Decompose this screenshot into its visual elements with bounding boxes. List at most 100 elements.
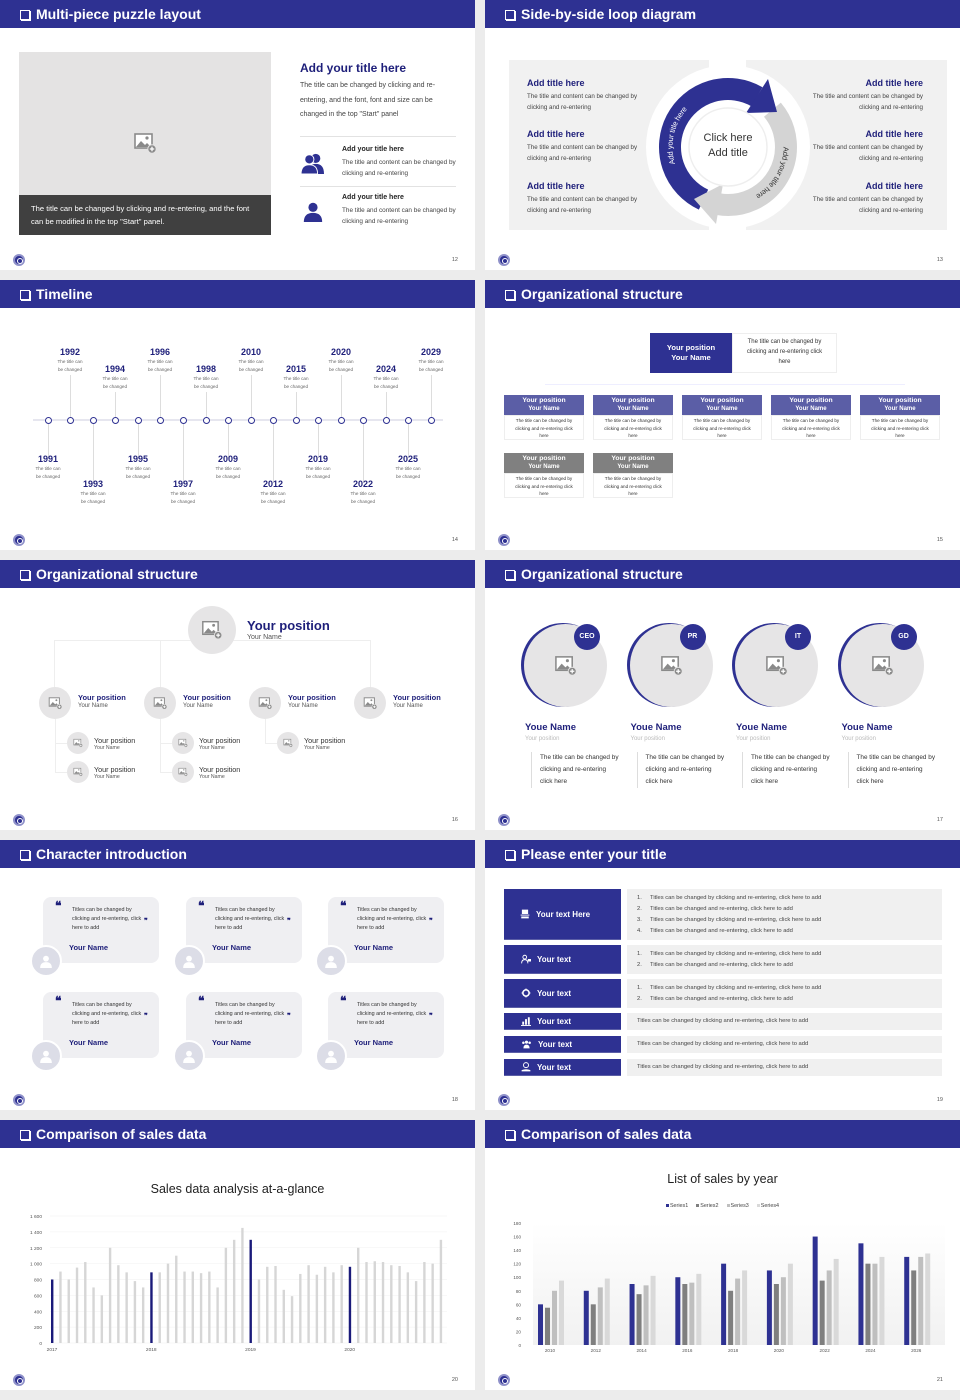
timeline-node[interactable] (315, 417, 322, 424)
timeline-node[interactable] (383, 417, 390, 424)
branch-photo[interactable] (39, 687, 71, 719)
image-add-icon[interactable] (554, 654, 577, 677)
bar-series3 (552, 1290, 557, 1345)
image-add-icon[interactable] (153, 696, 168, 710)
timeline-node[interactable] (270, 417, 277, 424)
slide-15[interactable]: Organizational structure 15 Your position Y… (485, 280, 960, 550)
slide-12[interactable]: Multi-piece puzzle layout 12 The title can… (0, 0, 475, 270)
legend-item[interactable]: Series1 (665, 1203, 688, 1209)
legend-item[interactable]: Series2 (696, 1203, 719, 1209)
character-card[interactable]: ❝ ❞ Titles can be changed by clicking and … (328, 992, 444, 1058)
bar-series1 (675, 1277, 681, 1345)
position-box-gray[interactable]: Your position Your Name (593, 453, 673, 473)
timeline-node[interactable] (67, 417, 74, 424)
row-label-box[interactable]: Your text (504, 1059, 621, 1076)
image-add-icon[interactable] (73, 767, 83, 777)
slide-14[interactable]: Timeline 14 1991 The title can be changed 19… (0, 280, 475, 550)
child-photo[interactable] (67, 732, 89, 754)
slide-17[interactable]: Organizational structure 17 CEO Youe Name Yo… (485, 560, 960, 830)
slide-18[interactable]: Character introduction 18 ❝ ❞ Titles can be … (0, 840, 475, 1110)
image-add-icon[interactable] (765, 654, 788, 677)
row-label-box[interactable]: Your text Here (504, 889, 621, 940)
branch-photo[interactable] (354, 687, 386, 719)
image-add-icon[interactable] (660, 654, 683, 677)
position-box-gray[interactable]: Your position Your Name (504, 453, 584, 473)
timeline-node[interactable] (293, 417, 300, 424)
timeline-node[interactable] (203, 417, 210, 424)
y-tick-label: 160 (513, 1235, 521, 1240)
name: Your Name (617, 464, 649, 470)
shield-icon (521, 988, 531, 998)
timeline-node[interactable] (338, 417, 345, 424)
slide-21[interactable]: Comparison of sales data 21 List of sales … (485, 1120, 960, 1390)
slide-13[interactable]: Side-by-side loop diagram 13 Add title her… (485, 0, 960, 270)
slide-20[interactable]: Comparison of sales data 20 Sales data ana… (0, 1120, 475, 1390)
timeline-node[interactable] (360, 417, 367, 424)
timeline-node[interactable] (157, 417, 164, 424)
image-add-icon[interactable] (258, 696, 273, 710)
timeline-node[interactable] (428, 417, 435, 424)
position-box[interactable]: Your position Your Name (771, 395, 851, 415)
image-add-icon[interactable] (133, 131, 157, 155)
slide-title-bar: Timeline (0, 280, 475, 308)
event-text: The title can be changed (147, 359, 173, 372)
top-photo[interactable] (188, 606, 236, 654)
connector-line (296, 392, 297, 420)
image-add-icon[interactable] (178, 767, 188, 777)
timeline-node[interactable] (180, 417, 187, 424)
timeline-node[interactable] (90, 417, 97, 424)
image-add-icon[interactable] (201, 619, 223, 641)
branch-photo[interactable] (249, 687, 281, 719)
legend-item[interactable]: Series3 (726, 1203, 749, 1209)
child-photo[interactable] (172, 761, 194, 783)
row-label-box[interactable]: Your text (504, 979, 621, 1008)
left-item-text: The title and content can be changed by … (527, 144, 638, 162)
right-item-text: The title and content can be changed by … (812, 144, 923, 162)
x-tick-label: 2012 (591, 1348, 602, 1353)
image-add-icon[interactable] (363, 696, 378, 710)
position-box[interactable]: Your position Your Name (593, 395, 673, 415)
row-label-box[interactable]: Your text (504, 1013, 621, 1030)
center-label[interactable]: Click here (703, 132, 753, 144)
slide-19[interactable]: Please enter your title 19 Your text Here 1… (485, 840, 960, 1110)
legend-item[interactable]: Series4 (756, 1203, 779, 1209)
bar-series3 (826, 1270, 832, 1345)
close-quote-icon: ❞ (144, 1013, 148, 1020)
image-add-icon[interactable] (871, 654, 894, 677)
slide-16[interactable]: Organizational structure 16 Your position Y… (0, 560, 475, 830)
image-add-icon[interactable] (48, 696, 63, 710)
character-card[interactable]: ❝ ❞ Titles can be changed by clicking and … (43, 897, 159, 963)
connector-line (55, 719, 56, 772)
row-label-box[interactable]: Your text (504, 945, 621, 974)
child-name: Your Name (94, 774, 120, 780)
child-photo[interactable] (277, 732, 299, 754)
character-card[interactable]: ❝ ❞ Titles can be changed by clicking and … (186, 897, 302, 963)
character-card[interactable]: ❝ ❞ Titles can be changed by clicking and … (43, 992, 159, 1058)
box-description: The title can be changed by clicking and… (504, 415, 584, 440)
position-box[interactable]: Your position Your Name (504, 395, 584, 415)
position-box[interactable]: Your position Your Name (860, 395, 940, 415)
image-add-icon[interactable] (73, 738, 83, 748)
bar (365, 1262, 368, 1343)
timeline-node[interactable] (112, 417, 119, 424)
branch-photo[interactable] (144, 687, 176, 719)
right-item-text: The title and content can be changed by … (812, 93, 923, 111)
row-label: Your text Here (536, 909, 591, 919)
timeline-node[interactable] (248, 417, 255, 424)
row-label-box[interactable]: Your text (504, 1036, 621, 1053)
image-add-icon[interactable] (283, 738, 293, 748)
timeline-node[interactable] (225, 417, 232, 424)
event-year: 1993 (82, 479, 104, 489)
timeline-node[interactable] (405, 417, 412, 424)
timeline-node[interactable] (135, 417, 142, 424)
image-add-icon[interactable] (178, 738, 188, 748)
center-label[interactable]: Add title (708, 147, 748, 159)
timeline-node[interactable] (45, 417, 52, 424)
gray-arrowhead-icon (694, 184, 723, 224)
top-position-box[interactable]: Your position Your Name (650, 333, 732, 373)
child-photo[interactable] (67, 761, 89, 783)
child-photo[interactable] (172, 732, 194, 754)
position-box[interactable]: Your position Your Name (682, 395, 762, 415)
character-card[interactable]: ❝ ❞ Titles can be changed by clicking and … (328, 897, 444, 963)
character-card[interactable]: ❝ ❞ Titles can be changed by clicking and … (186, 992, 302, 1058)
